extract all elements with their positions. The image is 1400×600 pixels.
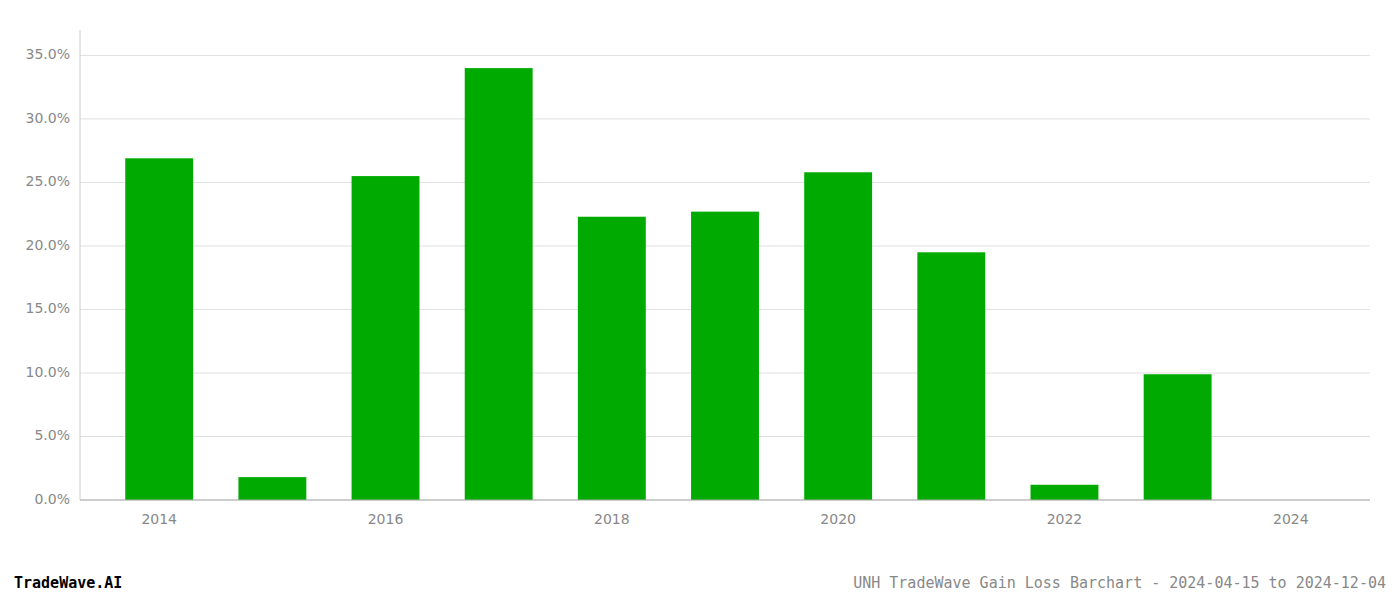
bar xyxy=(578,217,646,500)
x-axis-line xyxy=(80,500,1370,501)
x-tick-label: 2014 xyxy=(141,511,177,527)
bar xyxy=(1031,485,1099,500)
grid-line xyxy=(80,118,1370,119)
x-tick-label: 2016 xyxy=(368,511,404,527)
y-tick-label: 30.0% xyxy=(26,110,70,126)
bars xyxy=(125,68,1211,500)
y-tick-label: 35.0% xyxy=(26,46,70,62)
chart: 0.0% 5.0% 10.0% 15.0% 20.0% 25.0% 30.0% 35.0% 20… xyxy=(0,0,1400,600)
y-tick-label: 10.0% xyxy=(26,364,70,380)
bar xyxy=(917,252,985,500)
x-tick-label: 2022 xyxy=(1047,511,1083,527)
x-axis: 2014 2016 2018 2020 2022 2024 xyxy=(80,500,1370,527)
title: UNH TradeWave Gain Loss Barchart - 2024-… xyxy=(853,574,1386,592)
x-tick-label: 2018 xyxy=(594,511,630,527)
grid-line xyxy=(80,55,1370,56)
bar xyxy=(238,477,306,500)
y-axis: 0.0% 5.0% 10.0% 15.0% 20.0% 25.0% 30.0% 35.0% xyxy=(26,30,80,507)
bar xyxy=(465,68,533,500)
bar xyxy=(1144,374,1212,500)
y-axis-line xyxy=(80,30,81,500)
y-tick-label: 20.0% xyxy=(26,237,70,253)
y-tick-label: 0.0% xyxy=(34,491,70,507)
y-tick-label: 5.0% xyxy=(34,427,70,443)
bar xyxy=(804,172,872,500)
bar xyxy=(352,176,420,500)
y-tick-label: 25.0% xyxy=(26,173,70,189)
grid-line xyxy=(80,500,1370,501)
bar xyxy=(691,212,759,500)
watermark: TradeWave.AI xyxy=(14,574,122,592)
grid xyxy=(80,55,1370,500)
x-tick-label: 2020 xyxy=(820,511,856,527)
grid-line xyxy=(80,182,1370,183)
y-tick-label: 15.0% xyxy=(26,300,70,316)
background xyxy=(0,0,1400,600)
x-tick-label: 2024 xyxy=(1273,511,1309,527)
bar xyxy=(125,158,193,500)
